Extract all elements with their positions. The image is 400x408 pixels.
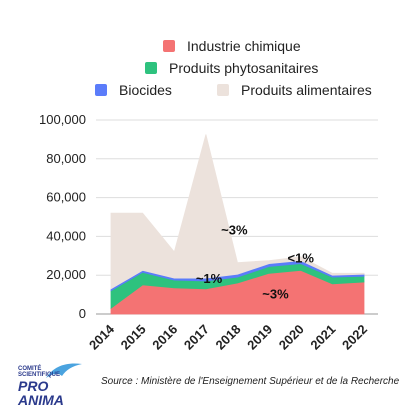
- legend-label-biocides: Biocides: [119, 82, 172, 98]
- x-tick-label: 2022: [339, 322, 370, 353]
- logo-line-1: COMITÉ: [18, 366, 42, 372]
- logo-line-2: SCIENTIFIQUE: [18, 372, 61, 378]
- x-axis-ticks: 2014 2015 2016 2017 2018 2019 2020 2021 2022: [86, 321, 370, 353]
- y-tick-label: 80,000: [46, 151, 86, 166]
- annotations: ~3% ~1% ~3% <1%: [196, 222, 315, 301]
- area-produits-alimentaires: [110, 134, 365, 290]
- legend-label-produits-alimentaires: Produits alimentaires: [241, 82, 372, 98]
- annotation-label: ~1%: [196, 271, 223, 286]
- legend-swatch-produits-phytosanitaires: [145, 62, 157, 74]
- x-tick-label: 2021: [307, 322, 338, 353]
- legend-swatch-industrie-chimique: [163, 40, 175, 52]
- y-tick-label: 40,000: [46, 228, 86, 243]
- x-tick-label: 2020: [276, 322, 307, 353]
- annotation-label: <1%: [288, 251, 315, 266]
- annotation-label: ~3%: [262, 286, 289, 301]
- legend-label-produits-phytosanitaires: Produits phytosanitaires: [169, 60, 318, 76]
- x-tick-label: 2014: [86, 321, 118, 353]
- logo-line-3: PRO ANIMA: [18, 378, 64, 408]
- x-tick-label: 2016: [149, 322, 180, 353]
- pro-anima-logo: COMITÉ SCIENTIFIQUE PRO ANIMA: [14, 360, 96, 407]
- x-tick-label: 2015: [118, 322, 149, 353]
- y-axis-ticks: 0 20,000 40,000 60,000 80,000 100,000: [39, 112, 86, 321]
- legend: Industrie chimique Produits phytosanitair…: [95, 38, 372, 98]
- y-tick-label: 20,000: [46, 267, 86, 282]
- x-tick-label: 2019: [244, 322, 275, 353]
- legend-swatch-produits-alimentaires: [217, 84, 229, 96]
- source-note: Source : Ministère de l'Enseignement Sup…: [101, 376, 400, 387]
- y-tick-label: 0: [79, 306, 86, 321]
- legend-swatch-biocides: [95, 84, 107, 96]
- x-tick-label: 2017: [181, 322, 212, 353]
- annotation-label: ~3%: [221, 222, 248, 237]
- x-tick-label: 2018: [213, 322, 244, 353]
- y-tick-label: 60,000: [46, 190, 86, 205]
- bird-icon: [46, 363, 82, 378]
- legend-label-industrie-chimique: Industrie chimique: [187, 38, 301, 54]
- y-tick-label: 100,000: [39, 112, 86, 127]
- area-series: [110, 134, 365, 315]
